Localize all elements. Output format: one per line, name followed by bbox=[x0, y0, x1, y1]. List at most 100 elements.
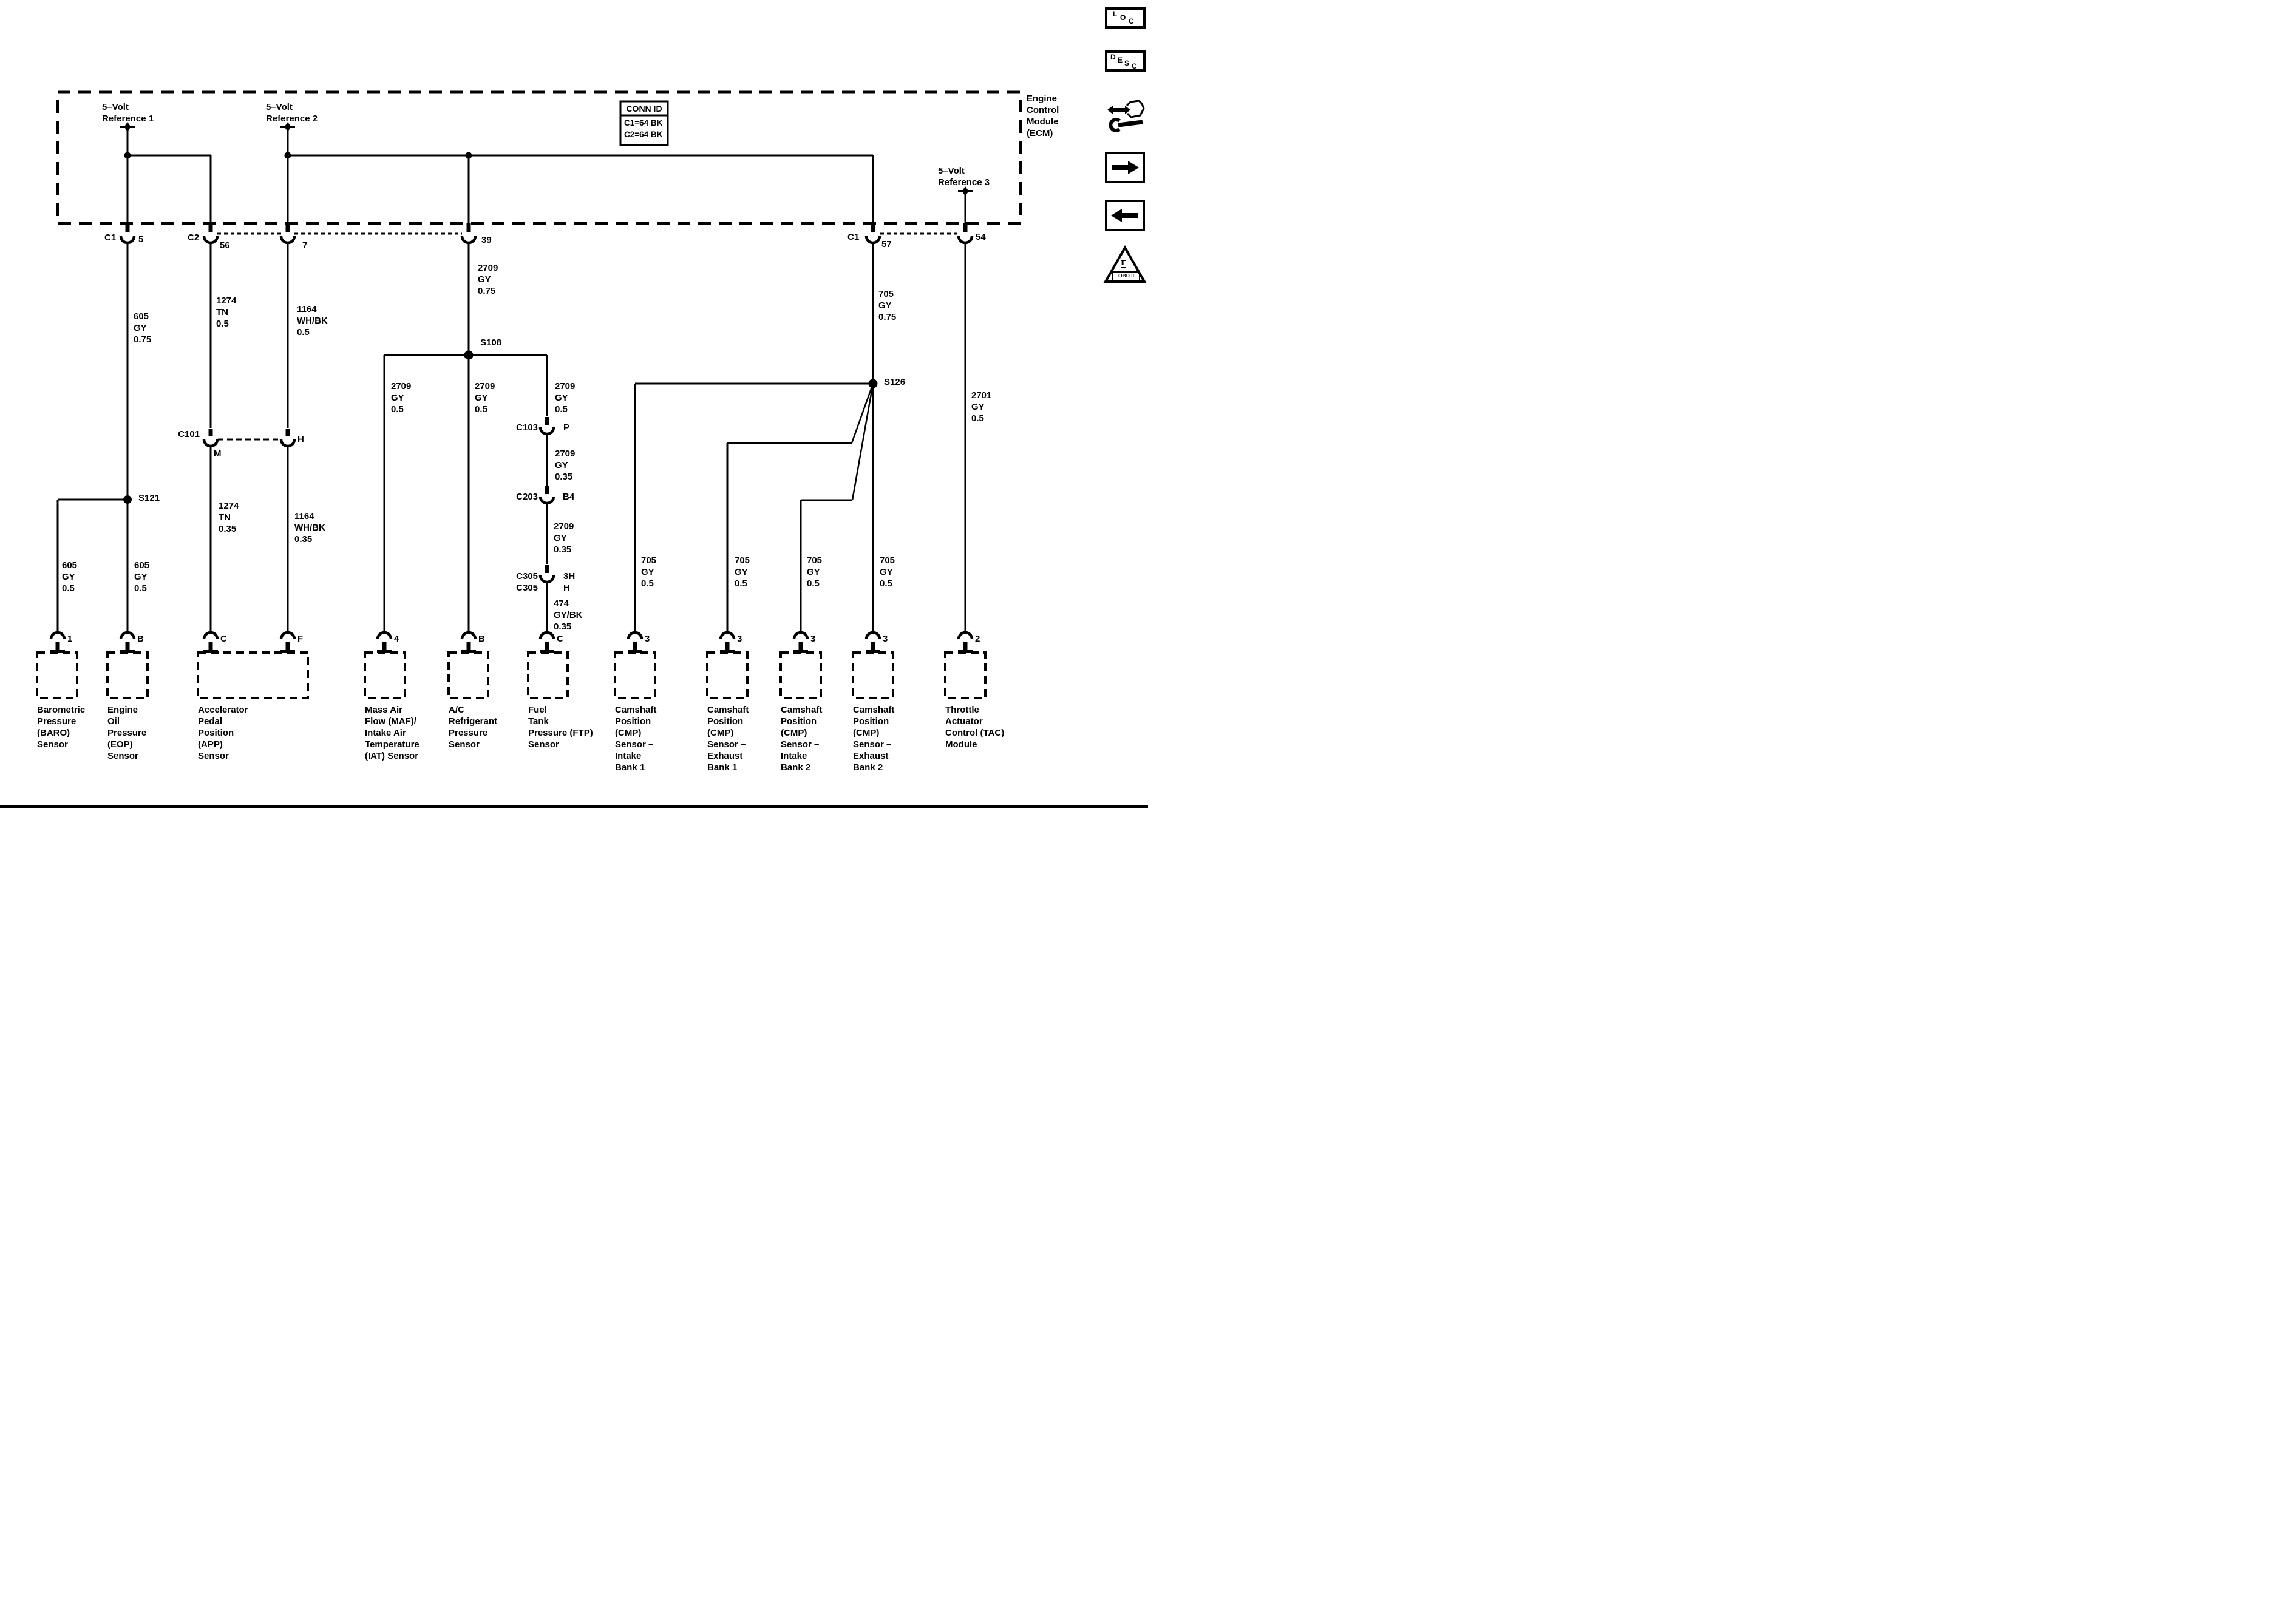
arrow-left-icon bbox=[1111, 209, 1138, 222]
wiring-repair-icon bbox=[1107, 100, 1145, 132]
cmp-intake1-pin-label: 3 bbox=[645, 634, 650, 644]
wire-label-705-gy-05-c: 705 GY 0.5 bbox=[807, 555, 823, 589]
connector-c203-pin-b4-label: B4 bbox=[563, 492, 575, 502]
conn-id-row-2: C2=64 BK bbox=[624, 130, 663, 139]
sensor-box-tac bbox=[944, 651, 987, 699]
obd2-pillar-icon: II bbox=[1121, 260, 1126, 268]
splice-dots bbox=[123, 152, 878, 504]
splice-s121-label: S121 bbox=[138, 493, 160, 503]
sensor-box-baro bbox=[36, 651, 78, 699]
ref3-arrow-icon bbox=[958, 186, 973, 196]
connector-c101-label: C101 bbox=[178, 429, 200, 439]
wire-label-605-gy-075: 605 GY 0.75 bbox=[134, 311, 152, 345]
maf-pin-label: 4 bbox=[394, 634, 399, 644]
connector-c305-pin-label: 3H H bbox=[563, 571, 576, 593]
ecm-pin-56-label: 56 bbox=[220, 240, 230, 251]
wire-label-1274-tn-05: 1274 TN 0.5 bbox=[216, 296, 237, 329]
connector-c305-label: C305 C305 bbox=[516, 571, 538, 593]
ecm-pin-5-label: 5 bbox=[138, 234, 144, 245]
toolbar-icons bbox=[1103, 7, 1147, 283]
sensor-box-cmp-exhaust-1 bbox=[706, 651, 749, 699]
ecm-label: Engine Control Module (ECM) bbox=[1027, 93, 1059, 138]
ecm-connector-c1a-label: C1 bbox=[104, 232, 117, 243]
app-sensor-label: Accelerator Pedal Position (APP) Sensor bbox=[198, 705, 248, 761]
cmp-exhaust2-pin-label: 3 bbox=[883, 634, 888, 644]
splice-s126-label: S126 bbox=[884, 377, 906, 387]
wiring-diagram-art bbox=[0, 7, 1148, 808]
loc-letter-c: C bbox=[1129, 17, 1134, 25]
baro-sensor-label: Barometric Pressure (BARO) Sensor bbox=[37, 705, 86, 750]
wire-label-1164-whbk-05: 1164 WH/BK 0.5 bbox=[297, 304, 328, 337]
wire-label-1164-whbk-035: 1164 WH/BK 0.35 bbox=[294, 511, 325, 544]
ref2-label: 5–Volt Reference 2 bbox=[266, 102, 318, 124]
ecm-pin-39-label: 39 bbox=[481, 235, 492, 245]
connector-c101-pin-h-label: H bbox=[297, 435, 304, 445]
desc-letter-d: D bbox=[1110, 53, 1116, 61]
app-pin-c-label: C bbox=[220, 634, 227, 644]
arrow-right-button-box bbox=[1105, 152, 1145, 183]
wire-label-705-gy-05-a: 705 GY 0.5 bbox=[641, 555, 657, 589]
sensor-box-maf-iat bbox=[364, 651, 406, 699]
wire-label-2709-gy-075: 2709 GY 0.75 bbox=[478, 263, 498, 296]
circuit-wires bbox=[56, 129, 966, 632]
ecm-connector-c1b-label: C1 bbox=[847, 232, 860, 242]
cmp-exhaust1-pin-label: 3 bbox=[737, 634, 742, 644]
obd2-banner: OBD II bbox=[1112, 271, 1140, 281]
wire-label-605-gy-05-a: 605 GY 0.5 bbox=[62, 560, 78, 594]
wire-label-2709-gy-05-c: 2709 GY 0.5 bbox=[555, 381, 576, 415]
connector-c103-label: C103 bbox=[516, 422, 538, 433]
connector-c203-label: C203 bbox=[516, 492, 538, 502]
sensor-boxes bbox=[36, 651, 987, 699]
ecm-pin-7-label: 7 bbox=[302, 240, 308, 251]
desc-button-box bbox=[1105, 50, 1146, 72]
obd2-triangle bbox=[1103, 245, 1147, 283]
desc-letter-e: E bbox=[1118, 56, 1123, 64]
ecm-pin-57-label: 57 bbox=[881, 239, 892, 249]
wire-label-2709-gy-05-b: 2709 GY 0.5 bbox=[475, 381, 495, 415]
loc-letter-o: O bbox=[1120, 13, 1126, 22]
wire-label-1274-tn-035: 1274 TN 0.35 bbox=[219, 501, 239, 534]
connector-c103-pin-p-label: P bbox=[563, 422, 570, 433]
ecm-connector-c2-label: C2 bbox=[188, 232, 200, 243]
desc-letter-c: C bbox=[1132, 62, 1137, 70]
maf-iat-sensor-label: Mass Air Flow (MAF)/ Intake Air Temperat… bbox=[365, 705, 419, 761]
ref3-label: 5–Volt Reference 3 bbox=[938, 166, 990, 188]
wire-label-605-gy-05-b: 605 GY 0.5 bbox=[134, 560, 150, 594]
loc-letter-l: L bbox=[1113, 10, 1118, 18]
wire-label-705-gy-05-d: 705 GY 0.5 bbox=[880, 555, 895, 589]
sensor-box-cmp-intake-1 bbox=[614, 651, 656, 699]
sensor-box-cmp-exhaust-2 bbox=[852, 651, 894, 699]
ref1-label: 5–Volt Reference 1 bbox=[102, 102, 154, 124]
cmp-intake2-pin-label: 3 bbox=[810, 634, 816, 644]
sensor-box-eop bbox=[106, 651, 149, 699]
eop-sensor-label: Engine Oil Pressure (EOP) Sensor bbox=[107, 705, 147, 761]
ref2-arrow-icon bbox=[280, 122, 295, 132]
connector-c101-pin-m-label: M bbox=[214, 449, 222, 459]
sensor-box-ftp bbox=[527, 651, 569, 699]
cmp-exhaust2-sensor-label: Camshaft Position (CMP) Sensor – Exhaust… bbox=[853, 705, 895, 773]
ecm-pin-54-label: 54 bbox=[976, 232, 986, 242]
sensor-pin-arcs bbox=[49, 631, 974, 640]
wire-label-2709-gy-035-b: 2709 GY 0.35 bbox=[554, 521, 574, 555]
ecm-pin-arcs bbox=[119, 236, 974, 245]
ac-pin-label: B bbox=[478, 634, 485, 644]
conn-id-row-1: C1=64 BK bbox=[624, 118, 663, 127]
wire-label-705-gy-075: 705 GY 0.75 bbox=[878, 289, 897, 322]
ac-refrigerant-sensor-label: A/C Refrigerant Pressure Sensor bbox=[449, 705, 498, 750]
conn-id-title: CONN ID bbox=[626, 104, 662, 114]
inline-connector-arcs bbox=[202, 427, 555, 584]
wire-label-2709-gy-035-a: 2709 GY 0.35 bbox=[555, 449, 576, 482]
wire-label-2701-gy-05: 2701 GY 0.5 bbox=[971, 390, 992, 424]
arrow-left-button-box bbox=[1105, 200, 1145, 231]
cmp-intake1-sensor-label: Camshaft Position (CMP) Sensor – Intake … bbox=[615, 705, 657, 773]
ecm-box bbox=[56, 90, 1022, 225]
wire-label-2709-gy-05-a: 2709 GY 0.5 bbox=[391, 381, 412, 415]
wiring-diagram-page: Engine Control Module (ECM) CONN ID C1=6… bbox=[0, 0, 1148, 808]
eop-pin-label: B bbox=[137, 634, 144, 644]
arrow-right-icon bbox=[1112, 161, 1139, 174]
sensor-box-cmp-intake-2 bbox=[779, 651, 822, 699]
ref1-arrow-icon bbox=[120, 122, 135, 132]
conn-id-box bbox=[619, 100, 669, 146]
wire-label-705-gy-05-b: 705 GY 0.5 bbox=[735, 555, 750, 589]
stub-crossbars bbox=[50, 650, 973, 653]
